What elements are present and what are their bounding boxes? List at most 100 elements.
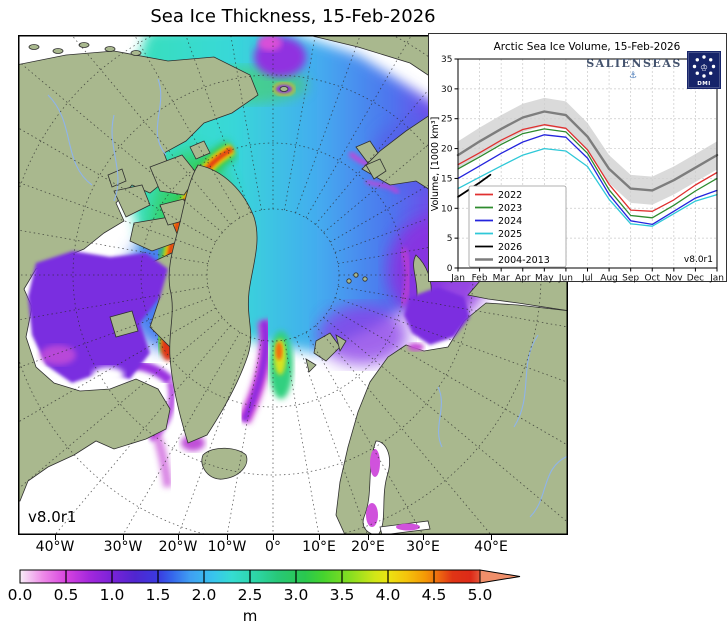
volume-inset-chart: Jan Feb Mar Apr May Jun Jul Aug Sep Oct Nov Dec Jan 0… — [428, 33, 727, 284]
land-aleutian-islands — [28, 42, 142, 56]
ice-bothnia-south — [366, 503, 378, 527]
x-tick-label: Jul — [581, 274, 593, 284]
series-line-2024 — [457, 134, 718, 226]
longitude-label: 20°W — [158, 539, 198, 555]
page-title: Sea Ice Thickness, 15-Feb-2026 — [150, 6, 436, 27]
legend-label-2004-2013: 2004-2013 — [498, 255, 550, 266]
ice-east-greenland-purple — [241, 320, 269, 423]
longitude-label: 10°W — [207, 539, 247, 555]
x-tick-label: Jan — [450, 274, 465, 284]
legend-label-2024: 2024 — [498, 216, 522, 227]
x-tick-label: May — [535, 274, 554, 284]
land-wrangel — [279, 86, 289, 92]
ice-severnaya-ribbon-2 — [365, 179, 400, 195]
longitude-tick — [319, 535, 320, 540]
dmi-logo-dot — [695, 71, 699, 75]
map-version-label: v8.0r1 — [28, 508, 76, 526]
y-tick-label: 35 — [441, 55, 452, 65]
longitude-tick — [178, 535, 179, 540]
colorbar-tick-label: 1.0 — [100, 586, 125, 604]
ice-gulf-of-finland — [396, 523, 420, 531]
y-tick-label: 10 — [441, 204, 453, 214]
series-line-2026 — [457, 173, 492, 198]
dmi-logo-dot — [692, 64, 697, 69]
legend-label-2023: 2023 — [498, 203, 522, 214]
x-tick-label: Dec — [687, 274, 704, 284]
chart-plot-area: Jan Feb Mar Apr May Jun Jul Aug Sep Oct Nov Dec Jan0… — [441, 55, 724, 284]
longitude-label: 30°W — [103, 539, 143, 555]
longitude-label: 10°E — [302, 539, 336, 555]
legend-label-2025: 2025 — [498, 229, 522, 240]
legend-box — [468, 185, 567, 268]
colorbar-tick-label: 4.0 — [376, 586, 401, 604]
colorbar-tick-label: 2.5 — [238, 586, 263, 604]
x-tick-label: Aug — [600, 274, 618, 284]
x-tick-label: Oct — [644, 274, 660, 284]
dmi-logo-dots — [692, 55, 716, 78]
longitude-tick — [123, 535, 124, 540]
series-line-2004-2013 — [456, 110, 719, 192]
land-severnaya-zemlya — [355, 140, 387, 180]
latitude-circle-1 — [140, 142, 406, 408]
colorbar-tick-label: 3.5 — [330, 586, 355, 604]
chart-legend: 2022 2023 2024 2025 2026 2004-2013 — [468, 185, 567, 268]
series-line-2022 — [457, 124, 718, 212]
colorbar-tick-label: 5.0 — [468, 586, 493, 604]
y-tick-label: 5 — [447, 234, 453, 244]
dmi-logo-dot — [702, 55, 706, 59]
land-svalbard — [305, 332, 347, 373]
colorbar-svg: 0.0 0.5 1.0 1.5 2.0 2.5 3.0 3.5 4.0 4.5 5.0 m — [8, 569, 521, 625]
colorbar-tick-label: 1.5 — [146, 586, 171, 604]
ice-white-sea-magenta — [408, 343, 424, 351]
ice-hudson-magenta — [40, 345, 76, 365]
y-tick-label: 25 — [441, 115, 452, 125]
colorbar-arrow — [479, 569, 521, 584]
ice-bering-magenta — [258, 35, 282, 51]
longitude-label: 20°E — [351, 539, 385, 555]
ice-white-sea — [404, 287, 470, 345]
inset-title: Arctic Sea Ice Volume, 15-Feb-2026 — [494, 41, 681, 53]
ice-fram-patch — [269, 331, 293, 399]
dmi-logo-dot — [702, 74, 706, 78]
land-southampton-island — [109, 310, 139, 338]
dmi-logo-text: DMI — [697, 81, 711, 87]
series-line-2025 — [457, 147, 718, 227]
climatology-band — [458, 97, 717, 205]
legend-label-2022: 2022 — [498, 190, 522, 201]
colorbar-labels: 0.0 0.5 1.0 1.5 2.0 2.5 3.0 3.5 4.0 4.5 5.0 — [8, 586, 493, 604]
salienseas-anchor-icon: ⚓ — [629, 71, 637, 81]
x-tick-label: Sep — [622, 274, 639, 284]
x-tick-label: Nov — [665, 274, 683, 284]
inset-ylabel: Volume, [1000 km³] — [430, 117, 441, 212]
y-tick-label: 0 — [447, 264, 453, 274]
colorbar-ticks — [65, 570, 435, 583]
longitude-label: 0° — [265, 539, 281, 555]
x-tick-label: Jun — [558, 274, 573, 284]
salienseas-brand: SALIENSEAS — [586, 57, 682, 70]
ice-novaya-zemlya-magenta — [399, 247, 412, 307]
dmi-logo: ♔ DMI — [687, 51, 721, 89]
ice-hudson-white-gap — [92, 367, 124, 383]
y-tick-label: 30 — [441, 85, 453, 95]
x-tick-label: Mar — [493, 274, 510, 284]
thickness-colorbar: 0.0 0.5 1.0 1.5 2.0 2.5 3.0 3.5 4.0 4.5 5.0 m — [8, 569, 580, 629]
land-europe-scandinavia — [335, 302, 568, 535]
colorbar-tick-label: 4.5 — [422, 586, 447, 604]
dmi-logo-dot — [709, 71, 713, 75]
longitude-tick — [273, 535, 274, 540]
longitude-tick — [491, 535, 492, 540]
longitude-tick — [55, 535, 56, 540]
inland-ice-layer — [28, 251, 470, 535]
colorbar-unit-label: m — [243, 607, 258, 625]
longitude-label: 40°E — [474, 539, 508, 555]
dmi-logo-dot — [695, 58, 699, 62]
colorbar-tick-label: 0.0 — [8, 586, 33, 604]
dmi-crown-icon: ♔ — [700, 64, 708, 74]
dmi-logo-dot — [711, 64, 716, 69]
longitude-tick — [423, 535, 424, 540]
land-greenland — [168, 164, 258, 444]
colorbar-tick-label: 2.0 — [192, 586, 217, 604]
legend-label-2026: 2026 — [498, 242, 522, 253]
x-tick-label: Feb — [472, 274, 488, 284]
